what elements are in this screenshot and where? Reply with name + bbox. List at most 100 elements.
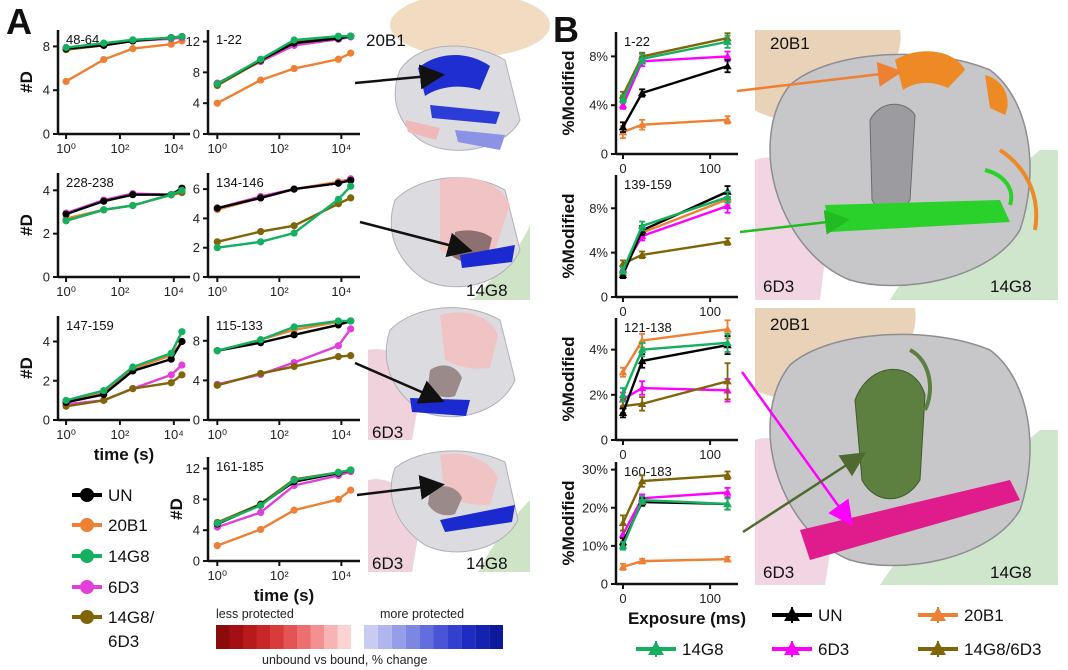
x-tick-label: 10⁰ — [56, 141, 76, 156]
series-line — [216, 52, 352, 105]
x-axis-label: time (s) — [254, 586, 314, 605]
legend-label: UN — [108, 486, 133, 505]
data-point — [618, 408, 628, 417]
data-point — [723, 471, 732, 479]
legend-a-entry: UN — [72, 486, 133, 505]
x-tick-label: 10⁰ — [56, 427, 76, 442]
data-point — [129, 36, 137, 44]
x-tick-label: 10⁴ — [164, 284, 184, 299]
data-point — [100, 55, 108, 64]
data-point — [723, 52, 732, 60]
legend-b-entry: UN — [772, 606, 843, 625]
series-line — [621, 65, 728, 128]
series-20b1 — [213, 49, 355, 107]
x-tick-label: 10² — [270, 427, 289, 442]
data-point — [618, 562, 628, 570]
data-point — [62, 43, 70, 52]
series-14g8-6d3 — [618, 362, 732, 414]
y-tick-label: 8 — [193, 333, 200, 348]
scale-swatch-more — [419, 625, 434, 649]
data-point — [637, 336, 647, 344]
series-14g8 — [62, 186, 186, 225]
chart-title: 139-159 — [624, 177, 672, 192]
series-14g8-6d3 — [213, 194, 355, 246]
chart-a2: 0 4 8 12 10⁰ 10² 10⁴ 1-22 — [186, 30, 360, 156]
x-tick-label: 10² — [111, 284, 130, 299]
data-point — [290, 323, 298, 331]
y-tick-label: 12 — [186, 461, 200, 476]
series-20b1 — [618, 115, 732, 140]
series-line — [622, 386, 728, 401]
x-tick-label: 10⁴ — [164, 141, 184, 156]
legend-marker — [930, 641, 946, 655]
scale-swatch-more — [447, 625, 462, 649]
data-point — [334, 317, 342, 325]
data-point — [334, 468, 342, 477]
series-line — [216, 354, 351, 387]
series-line — [621, 196, 728, 271]
data-point — [723, 488, 732, 496]
data-point — [334, 195, 342, 203]
data-point — [257, 525, 265, 534]
chart-title: 134-146 — [216, 175, 264, 190]
y-axis-label: #D — [17, 71, 36, 93]
y-axis-label: #D — [167, 498, 186, 520]
data-point — [62, 210, 70, 218]
data-point — [257, 238, 265, 246]
data-point — [637, 54, 647, 62]
data-point — [167, 371, 175, 379]
chart-title: 161-185 — [216, 459, 264, 474]
scale-swatch-less — [283, 625, 297, 649]
legend-marker — [784, 607, 800, 621]
scale-swatch-less — [310, 625, 324, 649]
chart-a1: 0 4 8 10⁰ 10² 10⁴ 48-64 #D — [17, 30, 190, 156]
chart-b1: 0 4% 8% 0 100 1-22 %Modified — [559, 32, 738, 176]
ab-label-b1-6d3: 6D3 — [763, 277, 794, 296]
data-point — [334, 342, 342, 350]
scale-swatch-less — [324, 625, 338, 649]
y-tick-label: 6 — [193, 182, 200, 197]
data-point — [290, 476, 298, 484]
x-tick-label: 0 — [619, 591, 626, 606]
x-tick-label: 0 — [619, 161, 626, 176]
legend-label: 14G8/ — [108, 608, 155, 627]
y-tick-label: 0 — [193, 413, 200, 428]
x-tick-label: 10² — [270, 568, 289, 583]
data-point — [178, 371, 186, 379]
data-point — [723, 377, 732, 385]
data-point — [347, 194, 355, 202]
ab-label-a3-6d3: 6D3 — [372, 423, 403, 442]
y-tick-label: 4 — [43, 83, 50, 98]
x-tick-label: 10⁰ — [207, 284, 227, 299]
data-point — [129, 191, 137, 199]
series-line — [65, 331, 183, 402]
legend-marker — [80, 488, 94, 502]
series-14g8 — [62, 328, 186, 404]
x-tick-label: 10² — [270, 284, 289, 299]
data-point — [347, 176, 355, 184]
data-point — [723, 115, 732, 123]
legend-marker — [930, 607, 946, 621]
y-axis-label: %Modified — [559, 337, 578, 422]
series-line — [216, 489, 352, 547]
series-14g8 — [213, 466, 355, 527]
legend-label: 14G8/6D3 — [964, 640, 1042, 659]
x-tick-label: 10⁴ — [331, 427, 351, 442]
legend-marker — [784, 641, 800, 655]
y-tick-label: 0 — [193, 554, 200, 569]
data-point — [347, 325, 355, 333]
data-point — [257, 369, 265, 378]
series-20b1 — [618, 319, 732, 378]
y-tick-label: 8 — [193, 492, 200, 507]
ab-label-a4-14g8: 14G8 — [466, 554, 508, 573]
ab-label-a2-14g8: 14G8 — [466, 281, 508, 300]
chart-title: 1-22 — [216, 32, 242, 47]
data-point — [723, 61, 732, 70]
data-point — [213, 381, 221, 389]
series-6d3 — [618, 378, 732, 408]
data-point — [618, 541, 628, 550]
y-tick-label: 2 — [43, 226, 50, 241]
data-point — [257, 55, 265, 63]
scale-swatch-more — [433, 625, 448, 649]
data-point — [257, 194, 265, 202]
